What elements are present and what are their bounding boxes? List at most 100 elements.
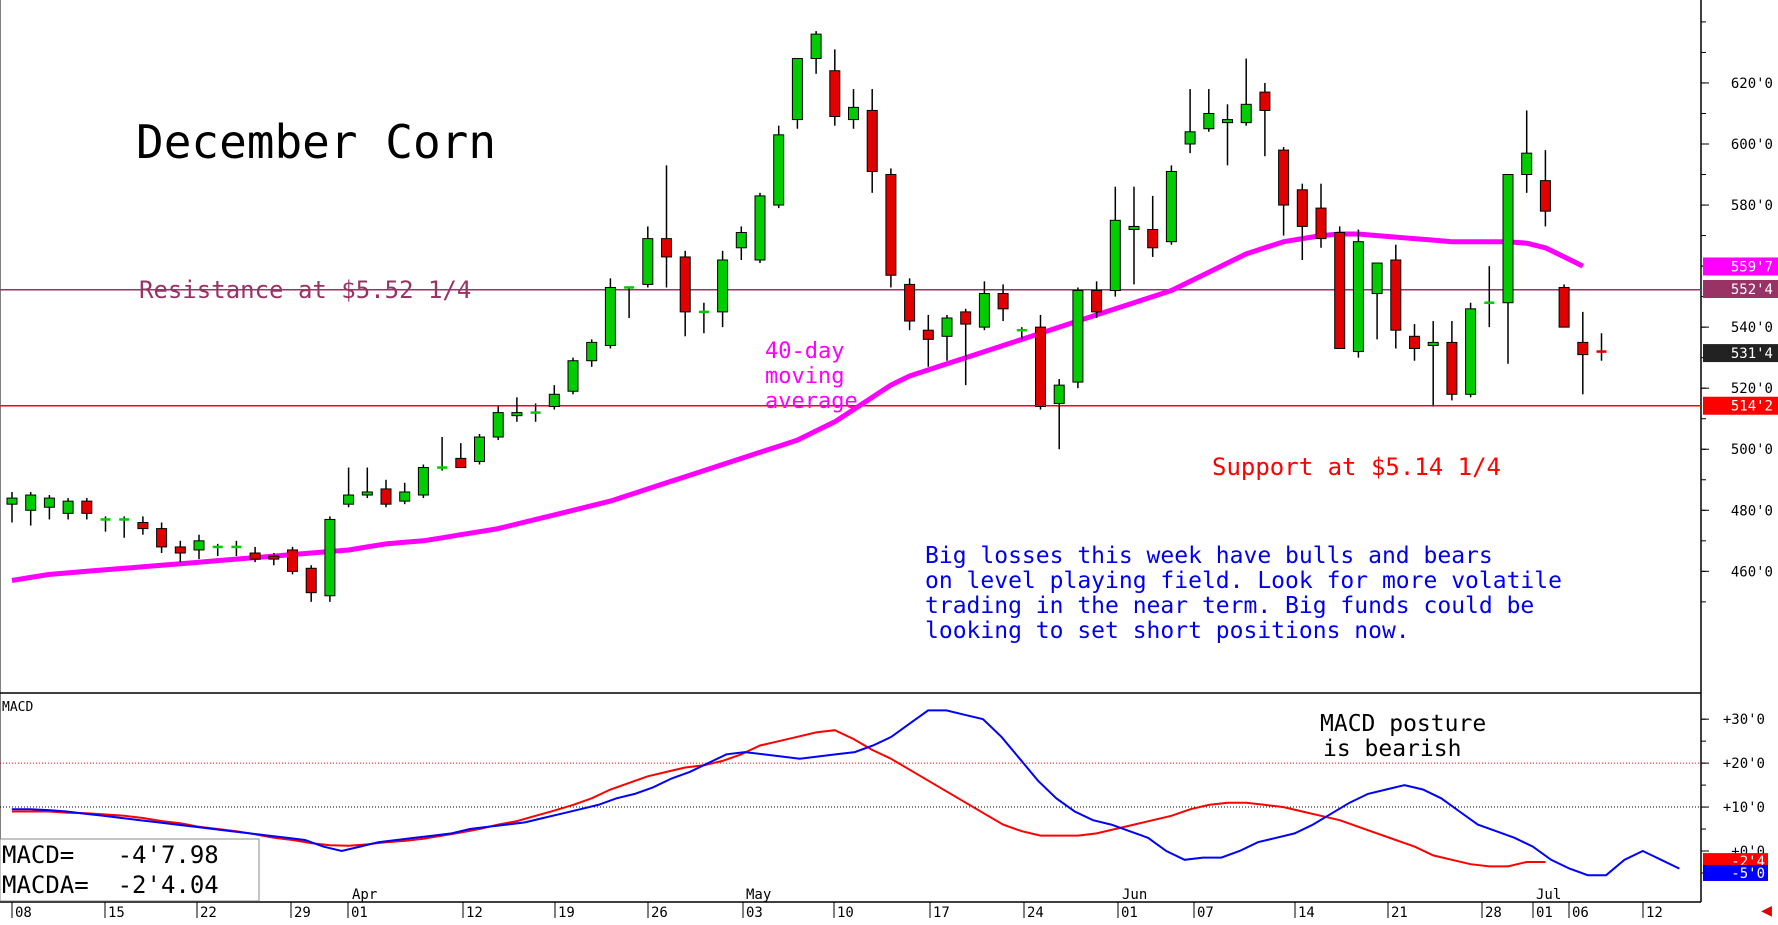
price-tick-label: 600'0 <box>1731 137 1773 153</box>
date-tick-label: 22 <box>200 905 217 921</box>
candle-body <box>511 412 523 417</box>
candle-body <box>1502 174 1514 304</box>
macd-readout: MACD= -4'7.98 <box>2 841 219 869</box>
candle-body <box>1072 290 1084 383</box>
candle-body <box>997 293 1009 310</box>
candle-body <box>137 521 149 530</box>
candle-body <box>1222 119 1233 124</box>
candle-body <box>156 528 168 548</box>
candle-body <box>717 259 729 313</box>
scroll-left-arrow-icon[interactable]: ◀ <box>1761 900 1772 921</box>
candle-body <box>174 546 186 554</box>
candle-body <box>1203 112 1215 130</box>
candle-body <box>791 58 803 121</box>
macd-readout-box <box>0 838 260 902</box>
ma-label-line-2: moving <box>765 364 844 389</box>
candle-body <box>249 552 261 560</box>
candle-body <box>1278 149 1290 206</box>
date-tick-label: 01 <box>1536 905 1553 921</box>
date-tick-label: 06 <box>1572 905 1589 921</box>
macd-note-line-2: is bearish <box>1323 736 1461 762</box>
candle-body <box>1315 207 1327 240</box>
macda-readout: MACDA= -2'4.04 <box>2 871 219 899</box>
macd-tick-label: +10'0 <box>1723 800 1765 816</box>
candle-body <box>1465 308 1477 395</box>
date-tick-label: 07 <box>1197 905 1214 921</box>
price-tick-label: 460'0 <box>1731 564 1773 580</box>
candle-body <box>1128 225 1140 230</box>
price-tick-label: 580'0 <box>1731 198 1773 214</box>
date-tick-label: 14 <box>1298 905 1315 921</box>
candle-body <box>978 293 990 328</box>
candle-body <box>343 494 355 505</box>
commentary-line-4: looking to set short positions now. <box>925 618 1410 644</box>
candle-body <box>1352 241 1364 353</box>
candle-body <box>361 491 373 496</box>
candle-body <box>399 491 411 502</box>
date-tick-label: 29 <box>294 905 311 921</box>
candle-body <box>1409 335 1420 350</box>
candle-body <box>548 393 560 408</box>
month-label: Jun <box>1122 887 1147 903</box>
date-axis: 08 15 22 29 01 12 19 26 03 10 17 24 01 07 14 21 28 01 06 12… <box>11 887 1663 921</box>
candle-body <box>960 311 972 325</box>
date-tick-label: 19 <box>558 905 575 921</box>
candle-body <box>1035 326 1046 408</box>
macd-signal-line <box>12 729 1546 868</box>
candle-body <box>735 232 747 249</box>
candle-body <box>567 360 579 392</box>
support-label: Support at $5.14 1/4 <box>1212 453 1501 481</box>
candle-body <box>904 283 916 322</box>
date-tick-label: 03 <box>746 905 763 921</box>
candle-body <box>941 317 953 337</box>
candle-body <box>866 109 878 172</box>
candle-body <box>6 497 18 505</box>
candle-body <box>1577 341 1589 356</box>
macd-panel: +30'0+20'0+10'0+0'0-2'4-5'0 <box>0 709 1768 882</box>
candle-body <box>1165 170 1177 243</box>
candle-body <box>1240 103 1252 124</box>
macd-line <box>11 709 1680 877</box>
candle-body <box>81 500 93 514</box>
candle-body <box>1427 341 1439 346</box>
candle-body <box>492 412 504 438</box>
candle-body <box>1521 152 1533 176</box>
candle-body <box>380 488 392 505</box>
candle-body <box>1184 131 1196 145</box>
candle-body <box>885 174 897 276</box>
date-tick-label: 17 <box>933 905 950 921</box>
candle-body <box>25 494 37 511</box>
candle-body <box>829 70 841 118</box>
date-tick-label: 21 <box>1391 905 1408 921</box>
macd-panel-label: MACD <box>2 700 33 715</box>
candle-body <box>810 33 822 60</box>
candle-body <box>1371 262 1383 295</box>
date-tick-label: 10 <box>837 905 854 921</box>
candle-body <box>1334 232 1346 350</box>
candle-body <box>1296 189 1308 227</box>
date-tick-label: 12 <box>466 905 483 921</box>
candle-body <box>287 549 298 572</box>
price-tag <box>1703 344 1778 363</box>
candle-body <box>604 286 616 346</box>
commentary-line-3: trading in the near term. Big funds coul… <box>925 593 1534 619</box>
commentary-line-1: Big losses this week have bulls and bear… <box>925 543 1493 569</box>
macd-tick-label: +20'0 <box>1723 756 1765 772</box>
date-tick-label: 26 <box>651 905 668 921</box>
price-tag <box>1703 279 1778 298</box>
candle-body <box>1147 228 1159 249</box>
price-tick-label: 520'0 <box>1731 381 1773 397</box>
date-tick-label: 12 <box>1646 905 1663 921</box>
price-tick-label: 620'0 <box>1731 76 1773 92</box>
candle-body <box>586 341 598 362</box>
candle-body <box>1558 286 1570 328</box>
candle-body <box>754 195 766 261</box>
price-tag-label: 514'2 <box>1731 399 1773 415</box>
date-tick-label: 15 <box>108 905 125 921</box>
candle-body <box>1539 180 1551 212</box>
macd-note-line-1: MACD posture <box>1320 711 1486 737</box>
price-tick-label: 540'0 <box>1731 320 1773 336</box>
candle-body <box>773 134 785 206</box>
candle-body <box>417 467 429 496</box>
